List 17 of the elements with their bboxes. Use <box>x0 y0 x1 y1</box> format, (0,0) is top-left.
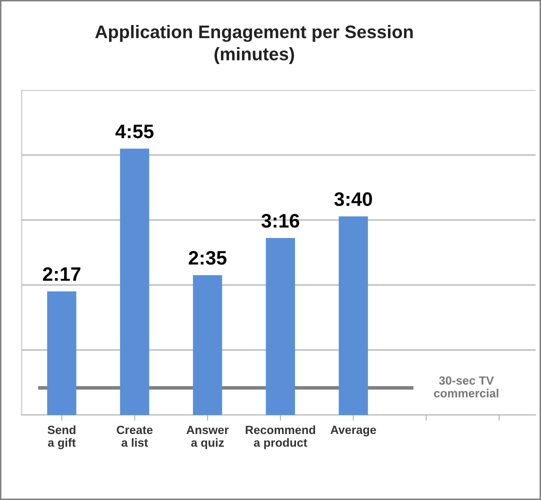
chart-title: Application Engagement per Session (minutes) <box>95 25 413 64</box>
bar <box>266 238 296 415</box>
ref-line-label: 30-sec TV commercial <box>434 376 498 398</box>
x-tick-label: Recommend a product <box>246 425 316 450</box>
bar <box>338 216 368 415</box>
data-label: 2:35 <box>188 250 226 265</box>
bar <box>120 148 150 415</box>
x-tick-label: Send a gift <box>48 425 76 450</box>
data-label: 2:17 <box>42 267 80 281</box>
x-tick-label: Create a list <box>116 426 153 447</box>
bar <box>192 275 222 415</box>
data-label: 3:40 <box>334 192 372 206</box>
data-label: 3:16 <box>261 214 300 228</box>
bar <box>47 291 76 415</box>
data-label: 4:55 <box>115 124 154 138</box>
x-tick-label: Average <box>330 426 376 436</box>
x-tick-label: Answer a quiz <box>186 426 229 450</box>
